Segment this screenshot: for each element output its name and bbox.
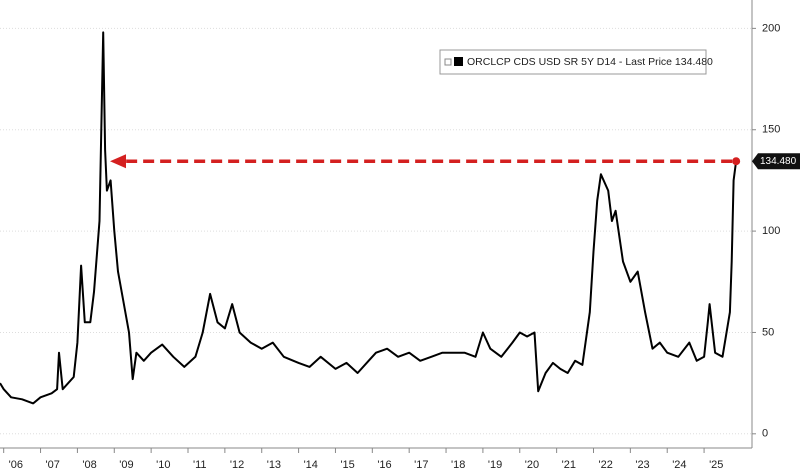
x-tick-label: '24 <box>672 459 686 471</box>
y-tick-label: 150 <box>762 124 780 136</box>
x-tick-label: '10 <box>156 459 170 471</box>
legend: ORCLCP CDS USD SR 5Y D14 - Last Price 13… <box>439 49 713 75</box>
legend-box <box>439 49 707 75</box>
y-tick-label: 50 <box>762 326 774 338</box>
last-point <box>732 157 741 166</box>
x-tick-label: '23 <box>635 459 649 471</box>
x-tick-label: '16 <box>377 459 391 471</box>
x-tick-label: '08 <box>82 459 96 471</box>
y-tick-label: 200 <box>762 22 780 34</box>
x-tick-label: '17 <box>414 459 428 471</box>
x-tick-label: '18 <box>451 459 465 471</box>
legend-swatch <box>454 57 463 66</box>
arrow-head <box>110 154 126 169</box>
legend-label: ORCLCP CDS USD SR 5Y D14 - Last Price 13… <box>467 56 713 68</box>
series-line <box>0 31 738 405</box>
x-tick-label: '19 <box>488 459 502 471</box>
x-tick-label: '06 <box>9 459 23 471</box>
x-tick-label: '25 <box>709 459 723 471</box>
legend-icon <box>444 58 452 66</box>
last-price-label: 134.480 <box>760 156 797 167</box>
x-tick-label: '20 <box>525 459 539 471</box>
y-tick-label: 0 <box>762 428 768 440</box>
x-tick-label: '21 <box>562 459 576 471</box>
x-tick-label: '15 <box>340 459 354 471</box>
x-tick-label: '14 <box>304 459 318 471</box>
x-tick-label: '07 <box>46 459 60 471</box>
x-tick-label: '11 <box>193 459 207 471</box>
x-tick-label: '09 <box>119 459 133 471</box>
x-tick-label: '22 <box>598 459 612 471</box>
x-tick-label: '12 <box>230 459 244 471</box>
last-price-tag <box>752 153 800 170</box>
x-tick-label: '13 <box>267 459 281 471</box>
y-tick-label: 100 <box>762 225 780 237</box>
